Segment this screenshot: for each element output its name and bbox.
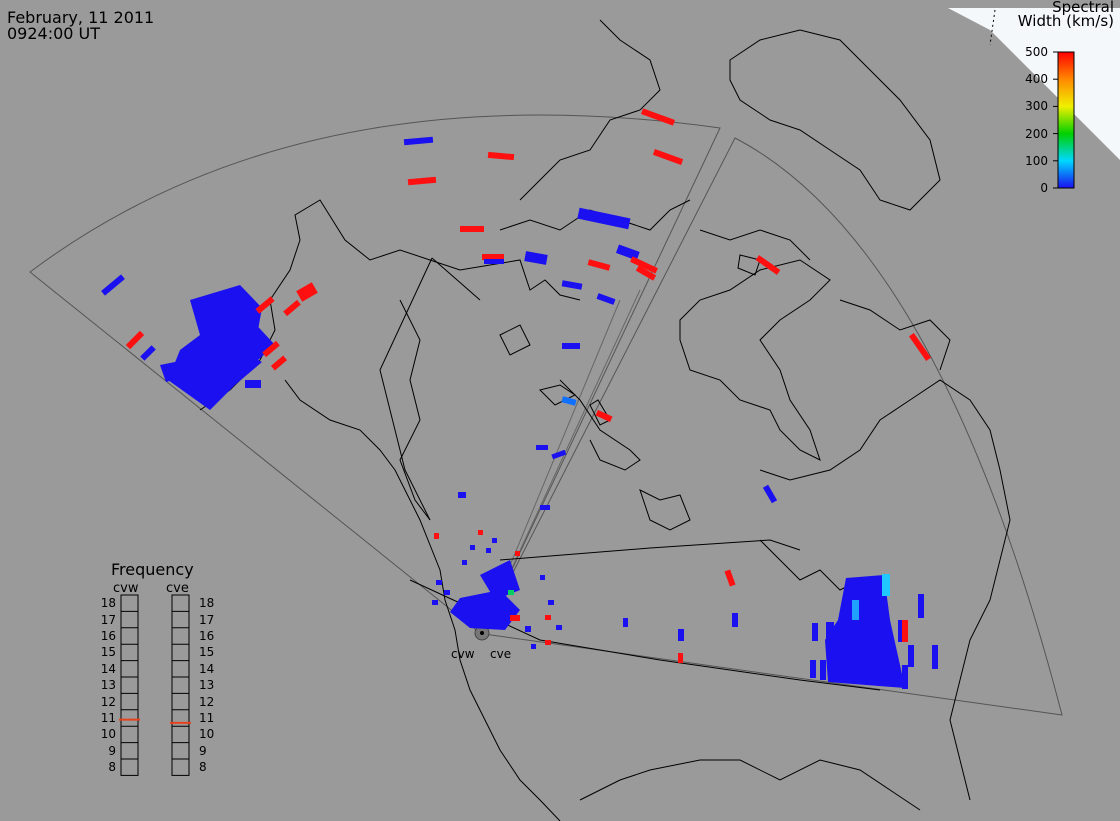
backscatter-cve [595, 108, 938, 689]
borders [379, 257, 881, 691]
colorbar-tickmarks [1053, 51, 1058, 189]
near-range-scatter [432, 530, 562, 649]
time-label: 0924:00 UT [7, 24, 101, 43]
frequency-scale-label: 11 [199, 711, 215, 725]
frequency-scale-label: 15 [100, 645, 116, 660]
colorbar-units: Width (km/s) [1017, 12, 1114, 30]
frequency-scale-label: 10 [199, 727, 215, 742]
frequency-scale-label: 15 [199, 645, 215, 660]
frequency-scale-label: 17 [199, 612, 215, 627]
frequency-scale-label: 16 [199, 629, 215, 643]
frequency-col-cve: cve [166, 581, 189, 596]
colorbar-title: Spectral [1052, 0, 1114, 16]
frequency-scale-label: 9 [108, 743, 116, 758]
colorbar-tick-label: 300 [1025, 99, 1048, 114]
colorbar-gradient [1057, 51, 1075, 189]
frequency-scale-label: 9 [199, 743, 207, 758]
frequency-scale-label: 18 [100, 596, 116, 611]
date-label: February, 11 2011 [7, 8, 155, 27]
frequency-box-cve [171, 594, 190, 776]
frequency-scale-label: 14 [199, 661, 215, 676]
graticule-line [989, 9, 996, 46]
frequency-scale-label: 16 [100, 629, 116, 643]
colorbar-tick-label: 500 [1025, 45, 1048, 59]
frequency-scale-label: 17 [100, 612, 116, 627]
frequency-scale-label: 13 [100, 678, 116, 693]
colorbar-tick-label: 400 [1025, 72, 1048, 87]
colorbar-tick-label: 100 [1025, 153, 1048, 168]
frequency-scale-label: 8 [108, 760, 116, 775]
frequency-scale-label: 18 [199, 596, 215, 611]
colorbar-tick-label: 200 [1025, 126, 1048, 141]
frequency-scale-label: 10 [100, 727, 116, 742]
frequency-scale-label: 8 [199, 760, 207, 775]
frequency-scale-label: 12 [199, 694, 215, 709]
frequency-box-cvw [120, 594, 139, 776]
field-of-view-cve [481, 137, 1063, 716]
station-label-cve: cve [490, 647, 512, 661]
frequency-col-cvw: cvw [113, 581, 139, 596]
frequency-scale-label: 14 [100, 661, 116, 676]
station-label-cvw: cvw [451, 647, 475, 661]
coastlines [199, 19, 1011, 821]
frequency-scale-label: 12 [100, 694, 116, 709]
field-of-view-cvw [29, 114, 721, 634]
radar-site-icon [480, 631, 484, 635]
frequency-title: Frequency [111, 560, 194, 579]
frequency-scale-label: 13 [199, 678, 215, 693]
off-globe-region [948, 8, 1120, 160]
backscatter-cvw [101, 136, 640, 510]
colorbar-tick-label: 0 [1040, 181, 1048, 195]
frequency-boxes [119, 594, 191, 776]
frequency-scale-label: 11 [100, 711, 116, 725]
